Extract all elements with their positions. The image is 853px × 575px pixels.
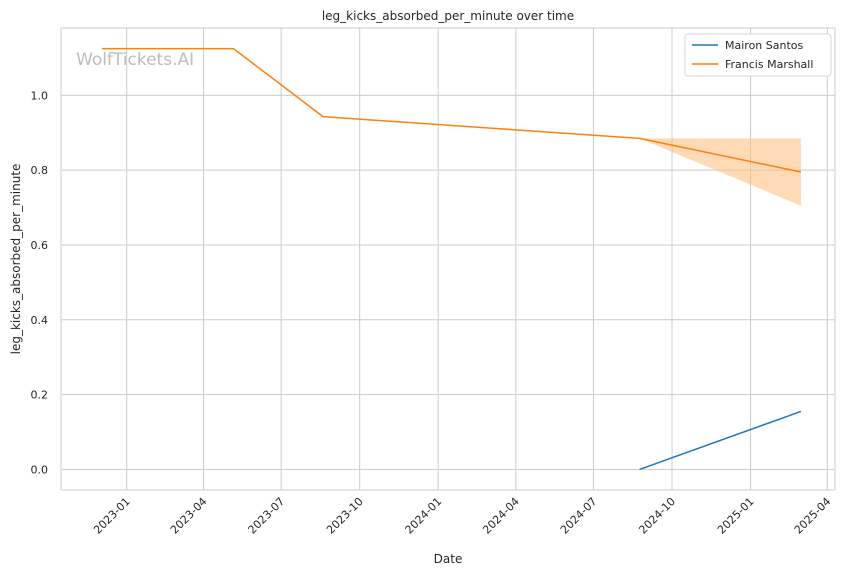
confidence-bands [639, 138, 801, 206]
x-axis-label: Date [434, 552, 463, 566]
y-axis-label: leg_kicks_absorbed_per_minute [9, 164, 23, 355]
watermark: WolfTickets.AI [76, 50, 194, 70]
series-lines [101, 47, 802, 471]
y-tick-label: 0.4 [31, 314, 49, 327]
legend-box [684, 33, 832, 77]
y-axis-ticks: 0.0 0.2 0.4 0.6 0.8 1.0 [31, 89, 49, 476]
y-tick-label: 0.0 [31, 463, 49, 476]
y-tick-label: 0.8 [31, 164, 49, 177]
grid [61, 28, 835, 490]
y-tick-label: 0.6 [31, 239, 49, 252]
plot-area-frame [60, 27, 836, 491]
chart-title: leg_kicks_absorbed_per_minute over time [322, 9, 574, 23]
series-2-confidence-band [639, 138, 801, 206]
series-1-line [639, 410, 802, 471]
legend-label-series-1: Mairon Santos [725, 39, 804, 52]
y-tick-label: 1.0 [31, 89, 49, 102]
legend: Mairon Santos Francis Marshall [684, 33, 832, 77]
y-tick-label: 0.2 [31, 389, 49, 402]
legend-label-series-2: Francis Marshall [725, 58, 813, 71]
